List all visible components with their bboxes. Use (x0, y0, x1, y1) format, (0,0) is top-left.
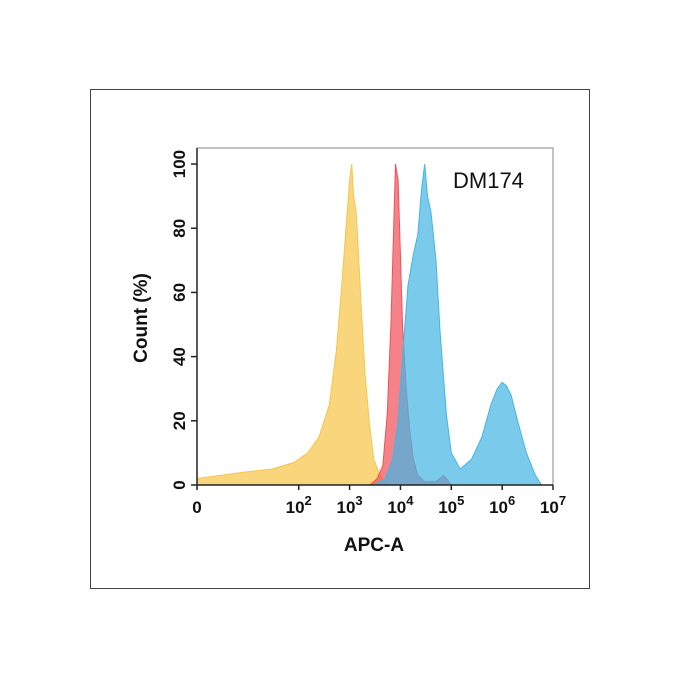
y-axis-title: Count (%) (131, 273, 152, 363)
x-axis-title: APC-A (344, 535, 404, 556)
y-tick-label: 100 (170, 150, 189, 178)
labels-layer: 0 20 40 60 80 100 0 102 103 104 105 106 107 (170, 150, 566, 517)
x-tick-label: 104 (387, 493, 414, 517)
y-tick-label: 80 (170, 219, 189, 238)
y-tick-label: 60 (170, 283, 189, 302)
x-tick-label: 106 (489, 493, 515, 517)
x-tick-label: 107 (540, 493, 566, 517)
y-tick-label: 0 (170, 480, 189, 489)
x-tick-label: 103 (336, 493, 362, 517)
histogram-series-1 (196, 163, 392, 486)
x-tick-label: 102 (286, 493, 312, 517)
y-tick-label: 40 (170, 347, 189, 366)
sample-annotation: DM174 (453, 168, 524, 193)
x-tick-label: 105 (438, 493, 464, 517)
y-tick-label: 20 (170, 411, 189, 430)
axes-layer (191, 148, 554, 490)
series-layer (196, 163, 543, 486)
x-tick-label: 0 (192, 498, 201, 517)
histogram-series-3 (371, 163, 543, 486)
